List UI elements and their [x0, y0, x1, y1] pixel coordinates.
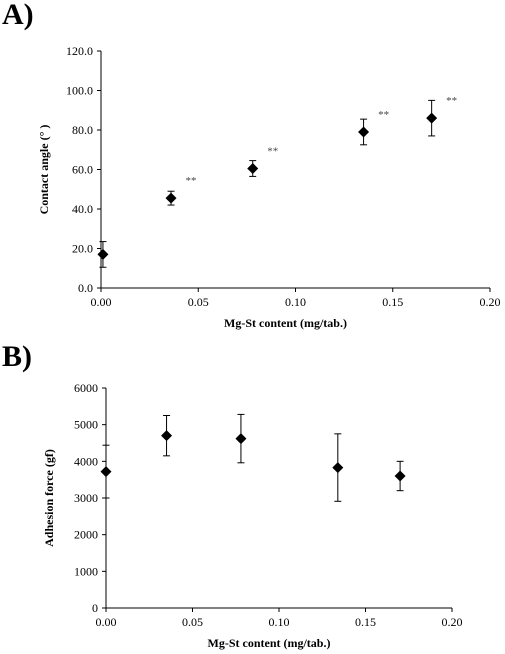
data-point: [235, 433, 247, 445]
y-tick-label: 6000: [74, 381, 98, 395]
x-tick-label: 0.10: [269, 615, 290, 629]
chart-panel-b: B) 0 1000 2000 3000 4000 5000 6000 0.00 0.05 0.10 0…: [2, 340, 463, 650]
y-tick-label: 4000: [74, 454, 98, 468]
data-point: [97, 248, 109, 260]
x-tick-label: 0.15: [355, 615, 376, 629]
chart-panel-a: A) 0.0 20.0 40.0 60.0 80.0 100.0 120.0 0.00 0.05 0…: [2, 0, 501, 330]
y-axis-title: Contact angle (° ): [37, 125, 51, 215]
y-tick-label: 1000: [74, 564, 98, 578]
data-point: [394, 470, 406, 482]
data-point: [100, 466, 112, 478]
x-axis-title: Mg-St content (mg/tab.): [208, 636, 331, 650]
data-point: [247, 163, 259, 175]
y-tick-label: 0: [92, 601, 98, 615]
y-axis-title: Adhesion force (gf): [42, 449, 56, 547]
x-axis-title: Mg-St content (mg/tab.): [224, 316, 347, 330]
y-tick-label: 100.0: [66, 84, 93, 98]
data-point: [426, 112, 438, 124]
significance-annotation: **: [186, 175, 197, 187]
x-tick-label: 0.05: [188, 295, 209, 309]
data-point: [165, 192, 177, 204]
y-tick-label: 120.0: [66, 44, 93, 58]
panel-label: B): [2, 340, 32, 373]
y-tick-label: 5000: [74, 418, 98, 432]
x-tick-label: 0.00: [96, 615, 117, 629]
y-tick-label: 80.0: [72, 123, 93, 137]
data-point: [332, 462, 344, 474]
y-tick-label: 3000: [74, 491, 98, 505]
significance-annotation: **: [378, 109, 389, 121]
x-tick-label: 0.15: [382, 295, 403, 309]
significance-annotation: **: [446, 95, 457, 107]
y-tick-label: 40.0: [72, 202, 93, 216]
x-tick-label: 0.10: [285, 295, 306, 309]
y-tick-label: 0.0: [78, 281, 93, 295]
y-tick-label: 2000: [74, 528, 98, 542]
y-tick-label: 60.0: [72, 163, 93, 177]
data-point: [161, 430, 173, 442]
x-tick-label: 0.20: [480, 295, 501, 309]
data-point: [358, 126, 370, 138]
significance-annotation: **: [267, 146, 278, 158]
x-tick-label: 0.05: [182, 615, 203, 629]
panel-label: A): [2, 0, 34, 31]
x-tick-label: 0.00: [91, 295, 112, 309]
x-tick-label: 0.20: [442, 615, 463, 629]
y-tick-label: 20.0: [72, 242, 93, 256]
